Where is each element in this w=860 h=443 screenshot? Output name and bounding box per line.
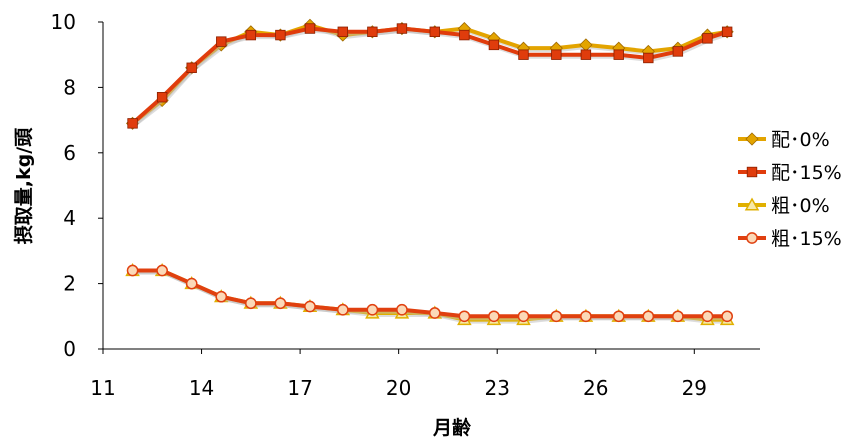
data-point [517, 310, 530, 323]
data-point [612, 310, 625, 323]
series-4 [126, 264, 734, 323]
data-point [642, 310, 655, 323]
data-point [672, 310, 684, 323]
y-tick-label: 10 [51, 10, 76, 34]
data-point [396, 23, 408, 34]
x-axis-title: 月齢 [432, 416, 472, 439]
series-2 [127, 23, 733, 129]
data-point [429, 26, 440, 38]
y-tick-label: 2 [63, 272, 76, 296]
data-point [428, 307, 441, 319]
legend-marker [746, 166, 758, 178]
y-axis-title: 摂取量,kg/頭 [12, 127, 35, 244]
data-point [366, 303, 379, 316]
legend-item: 粗･0% [738, 195, 830, 217]
data-point [275, 29, 286, 41]
data-point [304, 23, 316, 34]
x-tick-label: 20 [386, 376, 411, 400]
legend-label: 配･15% [771, 162, 842, 184]
data-point [185, 277, 198, 290]
data-point [672, 46, 684, 57]
x-tick-label: 14 [189, 376, 214, 400]
data-point [551, 49, 562, 60]
data-point [244, 297, 257, 310]
data-point [274, 297, 287, 310]
data-point [518, 49, 529, 60]
data-point [458, 310, 471, 323]
data-point [127, 118, 138, 129]
data-point [396, 303, 408, 316]
data-point [702, 33, 713, 44]
legend-label: 粗･0% [771, 195, 830, 217]
x-tick-label: 11 [90, 376, 115, 400]
data-point [459, 29, 470, 41]
data-point [550, 310, 563, 323]
legend-label: 配･0% [771, 129, 830, 151]
x-tick-label: 29 [682, 376, 707, 400]
data-point [613, 49, 624, 60]
x-tick-label: 17 [287, 376, 312, 400]
x-tick-label: 26 [583, 376, 608, 400]
y-tick-label: 0 [63, 337, 76, 361]
data-point [215, 290, 228, 303]
data-point [367, 26, 378, 38]
legend-item: 粗･15% [738, 228, 842, 250]
legend: 配･0% 配･15% 粗･0% 粗･15% [738, 129, 842, 250]
x-tick-label: 23 [484, 376, 509, 400]
legend-marker [746, 232, 758, 244]
data-point [580, 49, 592, 60]
series-layer [125, 18, 735, 326]
legend-marker [745, 132, 759, 146]
y-tick-label: 8 [63, 75, 76, 99]
data-point [126, 264, 139, 277]
legend-label: 粗･15% [771, 228, 842, 250]
y-tick-label: 4 [63, 206, 76, 230]
data-point [580, 310, 592, 323]
y-tick-label: 6 [63, 141, 76, 165]
data-point [488, 310, 500, 323]
data-point [245, 29, 257, 41]
legend-marker [744, 197, 760, 211]
data-point [186, 62, 197, 73]
data-point [336, 303, 349, 316]
data-point [304, 300, 316, 313]
legend-item: 配･0% [738, 129, 830, 151]
axes [102, 22, 760, 350]
data-point [337, 26, 349, 38]
data-point [721, 26, 733, 38]
data-point [216, 36, 227, 47]
data-point [643, 52, 654, 64]
data-point [488, 39, 500, 51]
legend-item: 配･15% [738, 162, 842, 184]
data-point [701, 310, 714, 323]
data-point [721, 310, 734, 323]
data-point [156, 92, 168, 103]
ticks: 0 2 4 6 8 10 11 14 17 20 23 26 29 [51, 10, 707, 400]
data-point [156, 264, 168, 277]
